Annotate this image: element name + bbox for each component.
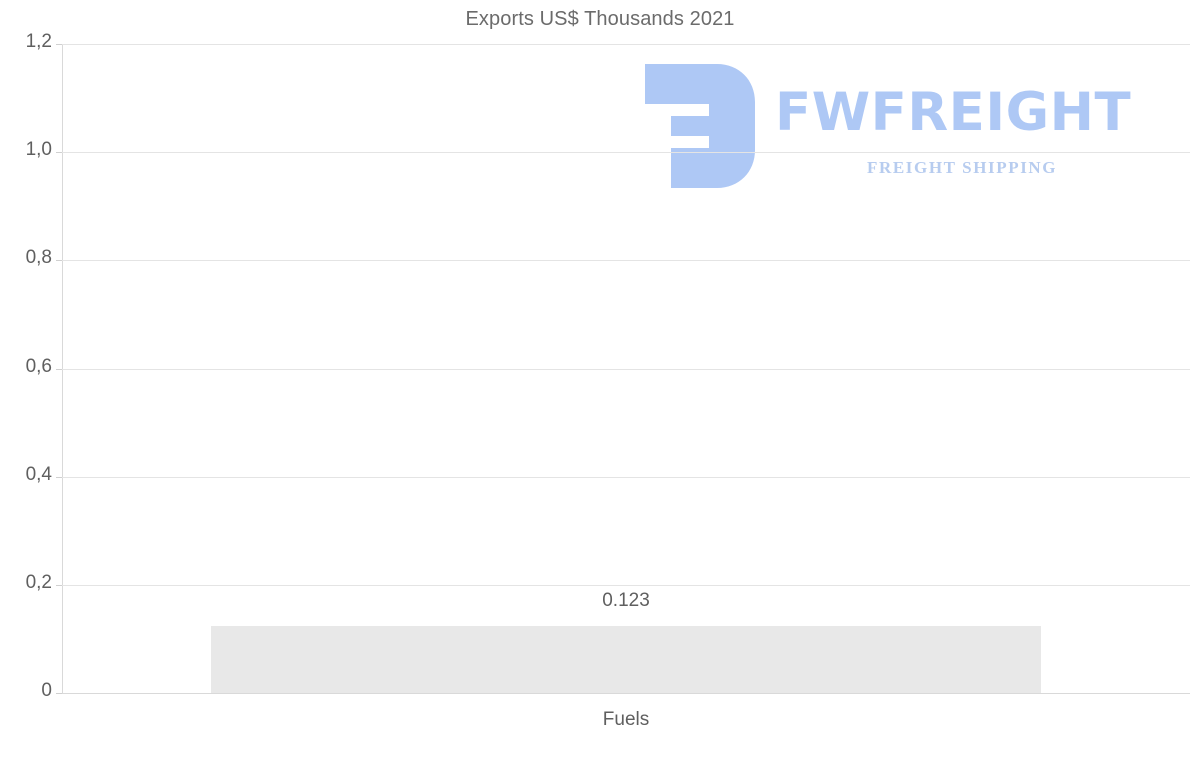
y-axis-tick <box>56 476 62 478</box>
chart-title: Exports US$ Thousands 2021 <box>465 8 735 30</box>
y-axis-tick-label: 1,2 <box>25 31 52 52</box>
x-axis-category-label: Fuels <box>602 709 650 730</box>
y-axis-tick-label: 0,8 <box>25 247 52 269</box>
y-axis-tick <box>56 368 62 370</box>
bar-value-label: 0.123 <box>602 590 650 612</box>
gridline <box>62 476 1190 478</box>
plot-area <box>62 44 1190 694</box>
y-axis-tick-label: 0,2 <box>25 571 52 593</box>
gridline <box>62 260 1190 262</box>
y-axis-tick <box>56 260 62 262</box>
y-axis-tick-label: 0,6 <box>25 355 52 377</box>
y-axis-tick <box>56 44 62 45</box>
y-axis-tick <box>56 584 62 586</box>
gridline <box>62 152 1190 154</box>
bar-fuels[interactable] <box>211 626 1041 693</box>
y-axis-tick-label: 0,4 <box>25 463 52 485</box>
gridline <box>62 693 1190 694</box>
y-axis-tick-label: 1,0 <box>25 139 52 161</box>
y-axis-tick-label: 0 <box>41 680 52 701</box>
gridline <box>62 44 1190 45</box>
y-axis-tick <box>56 693 62 694</box>
y-axis-tick <box>56 152 62 154</box>
gridline <box>62 368 1190 370</box>
gridline <box>62 584 1190 586</box>
